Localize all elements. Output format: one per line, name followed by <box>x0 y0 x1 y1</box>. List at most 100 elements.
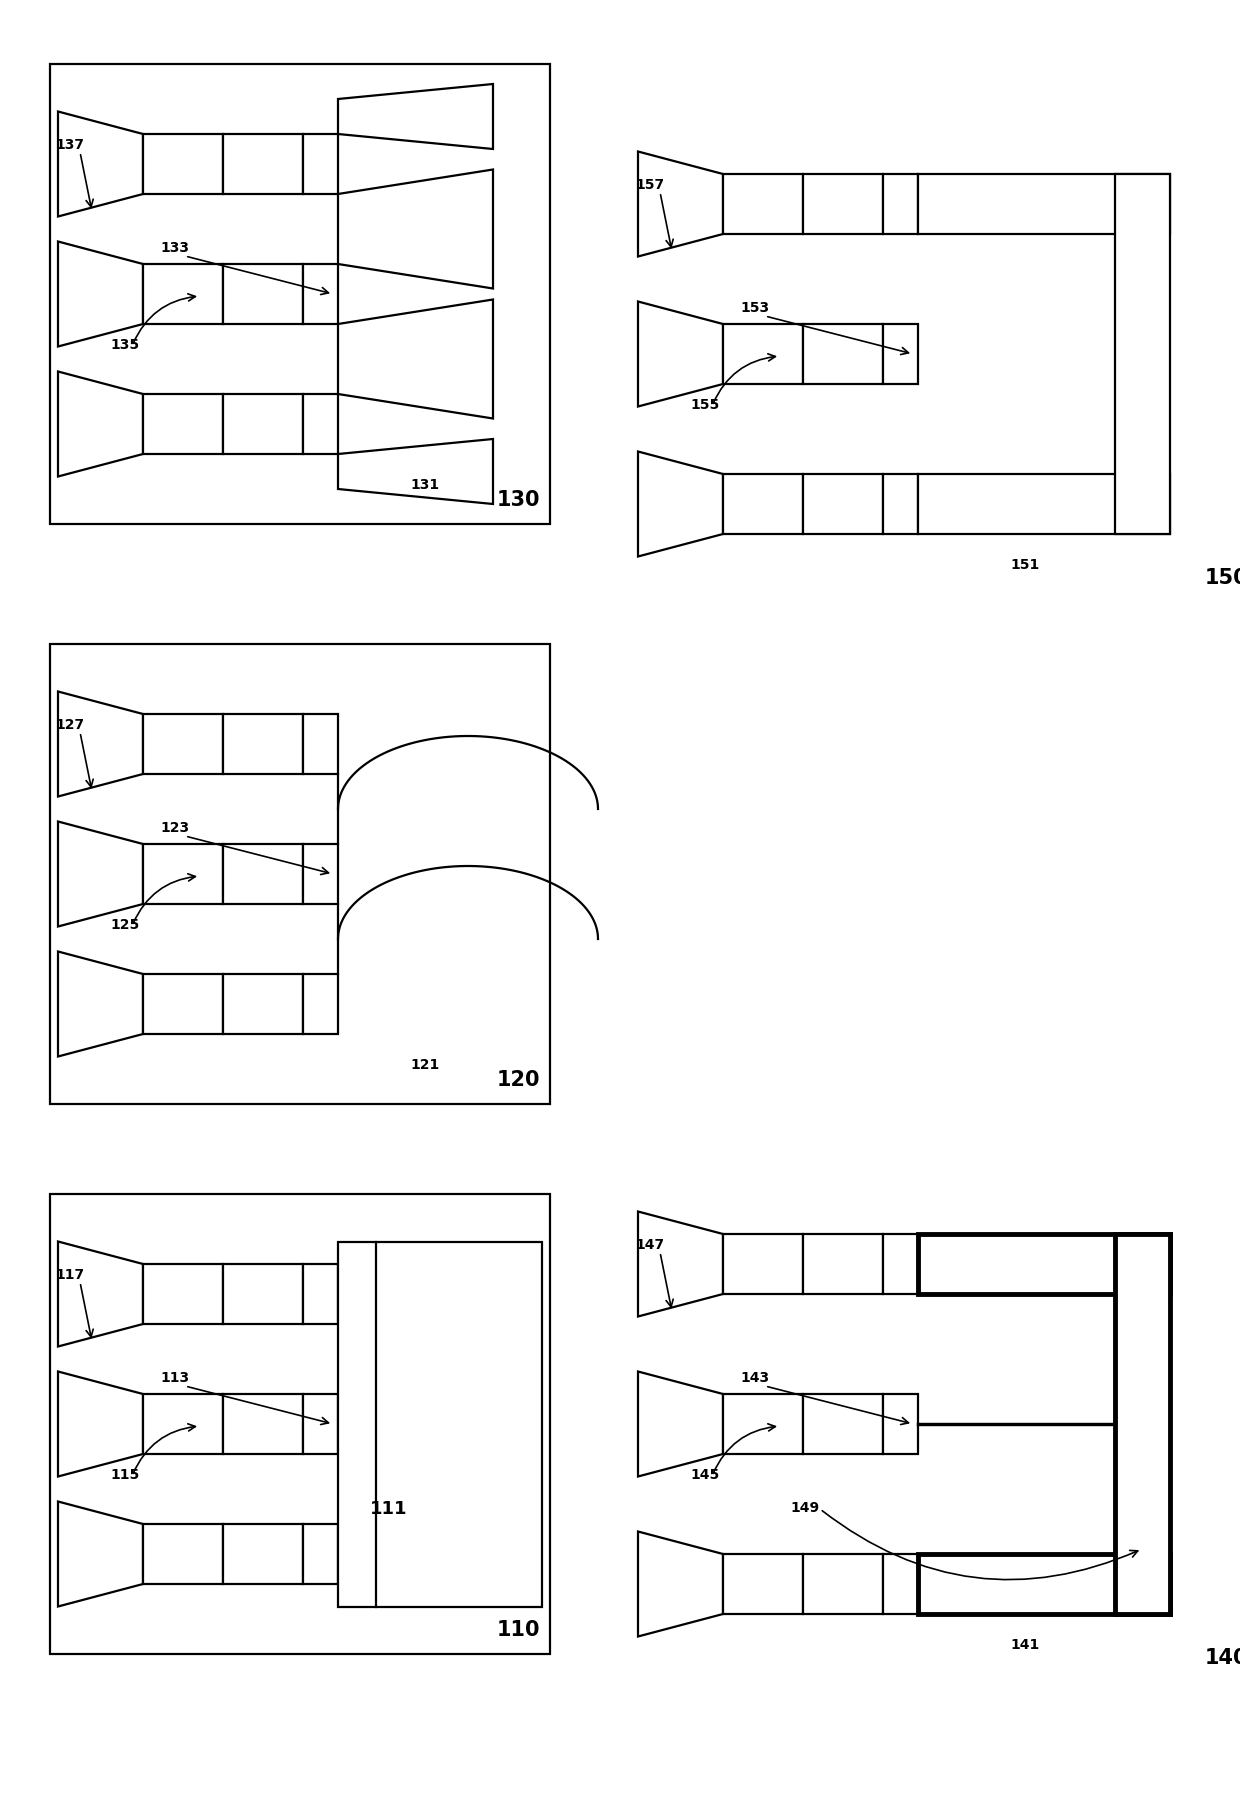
Bar <box>339 1241 542 1607</box>
Polygon shape <box>58 951 143 1057</box>
Bar <box>223 844 303 904</box>
Bar <box>883 173 918 235</box>
Bar <box>883 1394 918 1454</box>
Bar <box>723 474 804 534</box>
Bar <box>303 1265 339 1324</box>
Polygon shape <box>58 242 143 346</box>
Text: 141: 141 <box>1011 1638 1039 1652</box>
Text: 121: 121 <box>410 1057 439 1072</box>
Text: 130: 130 <box>496 491 539 511</box>
Bar <box>143 393 223 455</box>
Text: 127: 127 <box>55 718 84 732</box>
Bar <box>918 474 1171 534</box>
Polygon shape <box>639 451 723 556</box>
Text: 153: 153 <box>740 301 769 316</box>
Bar <box>303 393 339 455</box>
Text: 113: 113 <box>160 1371 190 1385</box>
Bar <box>143 714 223 774</box>
Text: 110: 110 <box>496 1620 539 1640</box>
Bar <box>918 1234 1171 1293</box>
Polygon shape <box>339 85 494 150</box>
Polygon shape <box>58 1241 143 1346</box>
Text: 115: 115 <box>110 1468 139 1483</box>
Bar <box>1115 173 1171 534</box>
Text: 125: 125 <box>110 918 139 933</box>
Bar <box>303 974 339 1034</box>
Bar <box>804 474 883 534</box>
Bar <box>143 263 223 325</box>
Bar <box>223 714 303 774</box>
Bar <box>804 325 883 384</box>
Text: 133: 133 <box>160 242 188 254</box>
Bar <box>804 173 883 235</box>
Bar <box>804 1234 883 1293</box>
Bar <box>223 1394 303 1454</box>
Bar <box>723 173 804 235</box>
Bar <box>223 1524 303 1584</box>
Polygon shape <box>339 299 494 419</box>
Bar <box>723 1234 804 1293</box>
Text: 111: 111 <box>370 1499 408 1517</box>
Polygon shape <box>58 821 143 927</box>
Bar <box>143 1524 223 1584</box>
Text: 131: 131 <box>410 478 439 492</box>
Text: 120: 120 <box>496 1070 539 1090</box>
Bar <box>723 1394 804 1454</box>
Text: 151: 151 <box>1011 557 1039 572</box>
Polygon shape <box>639 301 723 406</box>
Text: 157: 157 <box>635 179 665 191</box>
Text: 149: 149 <box>790 1501 820 1515</box>
Text: 117: 117 <box>55 1268 84 1283</box>
Bar <box>143 1265 223 1324</box>
Polygon shape <box>339 170 494 289</box>
Bar <box>883 325 918 384</box>
Bar <box>918 1553 1171 1615</box>
Bar <box>1115 1234 1171 1615</box>
Polygon shape <box>58 112 143 216</box>
Bar <box>303 1524 339 1584</box>
Bar <box>223 974 303 1034</box>
Bar <box>223 1265 303 1324</box>
Polygon shape <box>58 1501 143 1607</box>
Polygon shape <box>639 1212 723 1317</box>
Polygon shape <box>58 1371 143 1476</box>
Polygon shape <box>58 691 143 797</box>
Bar <box>804 1553 883 1615</box>
Text: 147: 147 <box>635 1238 665 1252</box>
Text: 123: 123 <box>160 821 190 835</box>
Bar <box>883 1234 918 1293</box>
Text: 135: 135 <box>110 337 139 352</box>
Polygon shape <box>339 438 494 503</box>
Bar <box>883 1553 918 1615</box>
Bar <box>223 133 303 195</box>
Bar <box>918 173 1171 235</box>
Bar <box>303 133 339 195</box>
Bar <box>143 844 223 904</box>
Bar <box>303 844 339 904</box>
Bar <box>223 393 303 455</box>
Bar <box>303 1394 339 1454</box>
Text: 137: 137 <box>55 137 84 152</box>
Polygon shape <box>639 1532 723 1636</box>
Text: 155: 155 <box>689 399 719 411</box>
Polygon shape <box>639 152 723 256</box>
Bar <box>804 1394 883 1454</box>
Bar <box>303 714 339 774</box>
Text: 143: 143 <box>740 1371 769 1385</box>
Text: 140: 140 <box>1205 1649 1240 1669</box>
Polygon shape <box>58 372 143 476</box>
Bar <box>50 644 551 1104</box>
Text: 150: 150 <box>1205 568 1240 588</box>
Bar <box>50 1194 551 1654</box>
Bar <box>303 263 339 325</box>
Bar <box>723 1553 804 1615</box>
Polygon shape <box>639 1371 723 1476</box>
Bar <box>723 325 804 384</box>
Bar <box>143 1394 223 1454</box>
Text: 145: 145 <box>689 1468 719 1483</box>
Bar <box>883 474 918 534</box>
Bar <box>223 263 303 325</box>
Bar <box>143 974 223 1034</box>
Bar <box>50 63 551 523</box>
Bar <box>143 133 223 195</box>
